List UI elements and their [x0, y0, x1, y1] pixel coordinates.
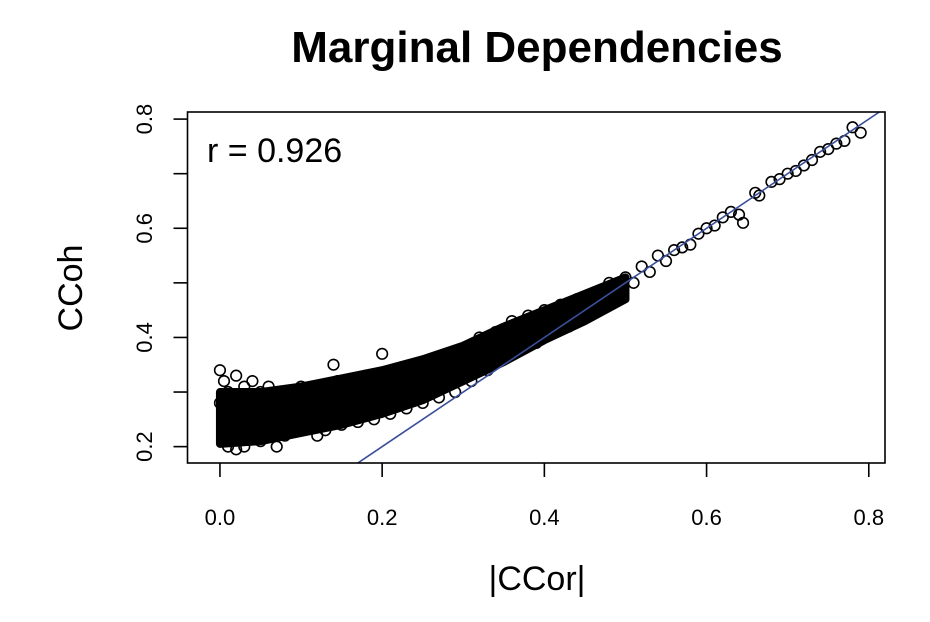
x-tick-label: 0.0 [205, 505, 236, 530]
data-point [473, 331, 486, 344]
data-point [570, 293, 583, 306]
data-point [278, 429, 291, 442]
correlation-annotation: r = 0.926 [207, 132, 342, 170]
data-point [319, 424, 332, 437]
data-point [530, 336, 543, 350]
data-point [217, 375, 231, 388]
data-point [392, 364, 405, 377]
data-point [716, 211, 729, 224]
data-point [359, 369, 373, 382]
data-point [854, 126, 867, 139]
y-tick-label: 0.2 [132, 431, 157, 462]
x-tick-label: 0.8 [853, 505, 884, 530]
data-point [440, 347, 454, 360]
chart-title: Marginal Dependencies [291, 23, 782, 72]
data-point [384, 407, 397, 420]
data-point [270, 440, 283, 453]
identity-line [356, 112, 881, 463]
data-point [254, 385, 267, 399]
data-point [221, 440, 235, 453]
y-tick-label: 0.8 [132, 104, 157, 135]
plot-area [213, 112, 881, 463]
x-tick-label: 0.6 [691, 505, 722, 530]
x-tick-label: 0.2 [367, 505, 398, 530]
data-point [781, 167, 794, 180]
y-tick-label: 0.6 [132, 213, 157, 244]
axes: 0.0 0.2 0.4 0.6 0.8 0.2 0.4 0.6 0.8 [132, 104, 884, 530]
data-point [262, 380, 275, 393]
data-point [424, 353, 437, 366]
y-axis-label: CCoh [52, 245, 90, 332]
data-point [327, 358, 340, 371]
data-point [408, 358, 421, 371]
data-point [311, 429, 324, 442]
data-point [538, 304, 551, 317]
data-point [432, 391, 446, 404]
data-point [586, 287, 600, 300]
data-point [457, 342, 470, 355]
data-point [700, 222, 713, 235]
data-point [254, 435, 267, 448]
data-point [221, 385, 235, 399]
data-point [814, 145, 827, 158]
data-point [213, 364, 227, 377]
data-point [286, 385, 300, 399]
data-point [736, 216, 750, 229]
data-point [335, 418, 348, 431]
data-point [692, 227, 705, 240]
data-point [343, 380, 356, 393]
data-point [230, 369, 243, 382]
data-point [238, 380, 251, 393]
data-point [230, 443, 243, 456]
data-point [724, 205, 738, 218]
data-point [246, 375, 259, 388]
data-point [351, 415, 364, 429]
data-point [294, 380, 308, 393]
data-point [213, 396, 227, 410]
data-point [546, 325, 559, 339]
data-point [522, 309, 535, 322]
y-tick-label: 0.4 [132, 322, 157, 353]
data-point [238, 440, 251, 453]
data-point [505, 314, 519, 328]
data-point [554, 298, 567, 311]
data-point [400, 402, 413, 415]
data-point [216, 429, 229, 442]
x-axis-label: |CCor| [488, 560, 585, 598]
data-point [603, 276, 616, 289]
data-point [416, 396, 429, 410]
plot-frame [186, 111, 886, 464]
data-point [668, 244, 681, 257]
data-point [376, 347, 389, 360]
data-point [773, 173, 786, 186]
data-point [489, 325, 502, 339]
data-point [331, 375, 344, 388]
data-point [303, 385, 316, 399]
data-point [367, 413, 381, 426]
x-tick-label: 0.4 [529, 505, 560, 530]
